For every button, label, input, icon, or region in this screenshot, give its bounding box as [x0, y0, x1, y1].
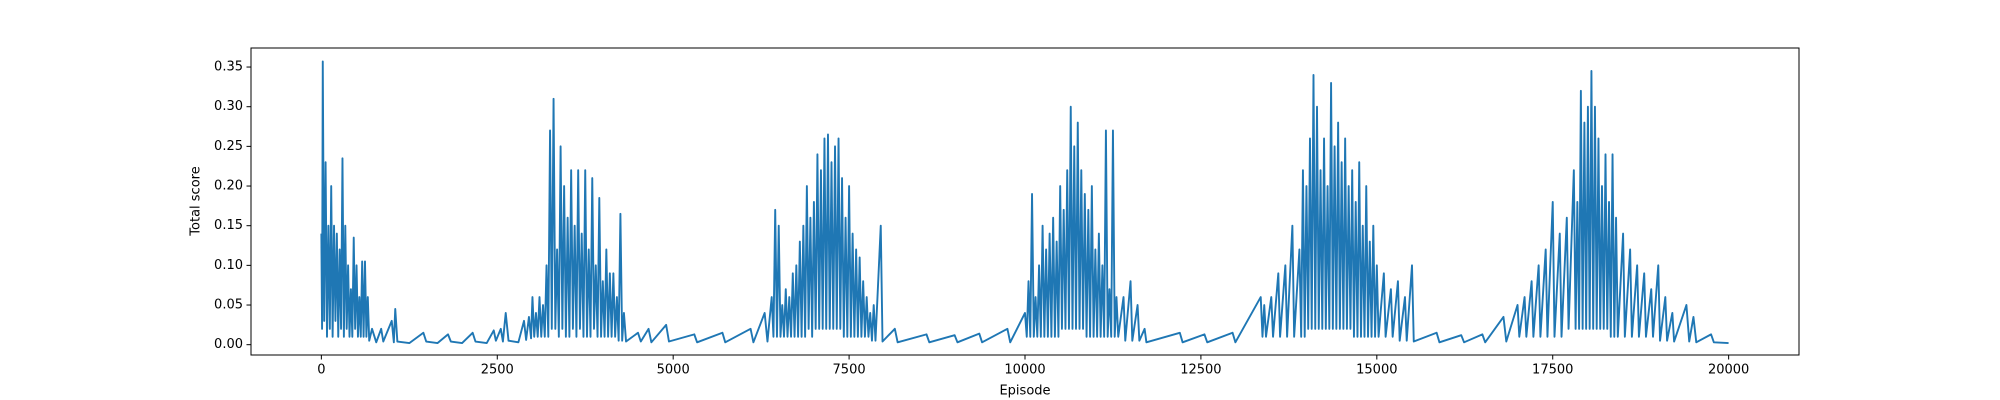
x-tick-label: 2500 [481, 363, 514, 378]
plot-frame [250, 47, 1800, 356]
x-tick-label: 15000 [1356, 363, 1397, 378]
y-tick-label: 0.10 [214, 258, 243, 273]
y-tick-label: 0.05 [214, 298, 243, 313]
x-tick-label: 12500 [1180, 363, 1221, 378]
x-tick-label: 20000 [1708, 363, 1749, 378]
y-tick-label: 0.35 [214, 60, 243, 75]
y-tick-label: 0.20 [214, 179, 243, 194]
x-tick-label: 7500 [833, 363, 866, 378]
x-tick-label: 0 [317, 363, 325, 378]
y-tick-label: 0.15 [214, 218, 243, 233]
x-tick-label: 5000 [657, 363, 690, 378]
y-axis-label: Total score [189, 166, 204, 236]
x-tick-label: 10000 [1004, 363, 1045, 378]
y-tick-label: 0.30 [214, 99, 243, 114]
data-line [320, 60, 1729, 345]
y-tick-label: 0.25 [214, 139, 243, 154]
x-tick-label: 17500 [1532, 363, 1573, 378]
y-tick-label: 0.00 [214, 337, 243, 352]
x-axis-label: Episode [999, 384, 1050, 399]
